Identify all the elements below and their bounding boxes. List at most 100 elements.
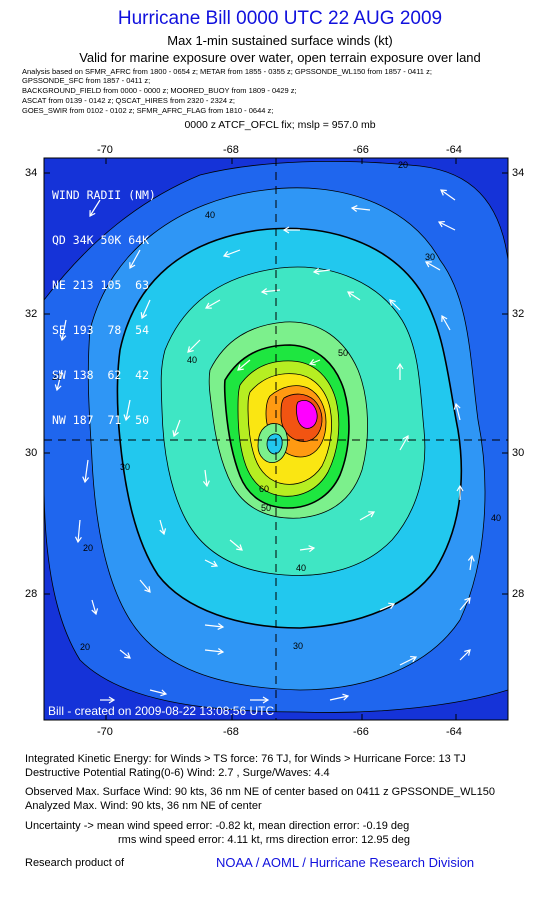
radii-cell: NE [52,278,66,292]
wind-vector-arrow [125,399,131,421]
wind-vector-arrow [204,649,224,653]
lat-tick-left: 28 [25,588,38,600]
wind-vector-arrowhead [347,291,354,298]
wind-vector-arrowhead [140,312,148,320]
lat-tick-right: 32 [512,308,525,320]
wind-vector-arrowhead [440,189,447,196]
wind-vector-arrow [119,649,131,659]
contour-label: 20 [83,543,94,553]
radii-col-qd: QD [52,233,66,247]
wind-vector-arrow [173,419,181,437]
research-label: Research product of [25,857,125,869]
wind-vector-arrowhead [260,287,268,295]
wind-vector-arrow [204,469,208,487]
radii-cell: 50 [135,413,150,427]
radii-cell: 63 [135,278,150,292]
wind-vector-arrow [379,603,395,611]
hurricane-eye-core [266,433,283,455]
wind-vector-arrow [441,315,451,331]
wind-vector-arrow [347,291,361,301]
observed-max-wind: Observed Max. Surface Wind: 90 kts, 36 n… [25,786,495,798]
wind-vector-arrow [459,597,471,611]
contour-label: 40 [296,563,307,573]
analysis-sources-line: GOES_SWIR from 0102 - 0102 z; SFMR_AFRC_… [22,106,274,115]
wind-vector-arrow [91,599,97,615]
lon-tick-top: -68 [223,144,239,156]
wind-vector-arrow [351,207,371,211]
wind-vector-arrow [440,189,456,201]
wind-vector-arrowhead [312,267,320,275]
ike-line: Integrated Kinetic Energy: for Winds > T… [25,753,466,765]
wind-vector-arrowhead [217,647,225,655]
lon-tick-top: -64 [446,144,462,156]
wind-vector-arrow [389,299,401,311]
lat-tick-left: 32 [25,308,38,320]
wind-vector-arrowhead [388,602,396,610]
wind-vector-arrow [223,249,241,257]
lat-tick-right: 30 [512,447,525,459]
contour-label: 20 [398,160,409,170]
wind-vector-arrow [61,319,67,341]
wind-vector-arrowhead [342,693,350,701]
wind-vector-arrowhead [456,484,464,492]
wind-vector-arrowhead [82,476,90,484]
wind-radii-title: WIND RADII (NM) [52,188,156,202]
wind-vector-arrow [187,339,201,353]
wind-vector-arrow [399,435,409,451]
contour-label: 40 [205,210,216,220]
lat-tick-left: 34 [25,167,38,179]
wind-vector-arrow [129,249,141,269]
wind-vector-arrowhead [308,358,316,366]
lon-tick-top: -66 [353,144,369,156]
wind-vector-arrow [329,695,349,701]
radii-cell: 193 [72,323,94,337]
wind-vector-arrowhead [74,536,82,544]
contour-label: 30 [293,641,304,651]
uncertainty-line: Uncertainty -> mean wind speed error: -0… [25,820,410,832]
wind-vector-arrowhead [308,545,316,553]
wind-vector-arrowhead [59,334,67,342]
contour-label: 60 [259,484,270,494]
contour-label: 40 [187,355,198,365]
wind-vector-arrowhead [91,608,99,616]
map-subtitle: Max 1-min sustained surface winds (kt) [167,33,393,48]
wind-vector-arrowhead [222,251,230,258]
radii-cell: 138 [72,368,94,382]
wind-vector-arrow [313,269,331,273]
wind-vector-arrow [469,555,473,571]
radii-cell: 42 [135,368,150,382]
wind-vector-arrowhead [204,302,212,309]
wind-vector-arrowhead [464,597,471,604]
wind-vector-arrow [139,579,151,593]
wind-vector-arrow [399,656,417,666]
wind-vector-arrowhead [237,364,244,371]
radii-col-64k: 64K [128,233,150,247]
radii-cell: 71 [107,413,122,427]
lat-tick-right: 28 [512,588,525,600]
wind-vector-arrowhead [467,554,475,562]
wind-vector-arrow [309,359,321,365]
analysis-sources-line: GPSSONDE_SFC from 1857 - 0411 z; [22,76,151,85]
radii-cell: 62 [107,368,122,382]
wind-vector-arrow [438,221,456,231]
rms-error-line: rms wind speed error: 4.11 kt, rms direc… [118,834,411,846]
wind-vector-layer [54,189,475,704]
wind-vector-arrow [204,624,224,628]
radii-col-50k: 50K [100,233,122,247]
contour-label: 20 [80,642,91,652]
contour-label: 50 [261,503,272,513]
wind-vector-arrowhead [464,649,471,656]
wind-vector-arrowhead [396,362,404,370]
wind-vector-arrowhead [187,346,194,353]
wind-vector-arrow [455,403,461,421]
noaa-credit-link[interactable]: NOAA / AOML / Hurricane Research Divisio… [216,855,475,870]
analysis-sources-line: ASCAT from 0139 - 0142 z; QSCAT_HIRES fr… [22,96,236,105]
wind-vector-arrow [77,519,81,543]
analysis-sources-line: BACKGROUND_FIELD from 0000 - 0000 z; MOO… [22,86,297,95]
validity-note: Valid for marine exposure over water, op… [79,50,481,65]
wind-vector-arrow [459,649,471,661]
wind-vector-arrowhead [441,314,448,322]
wind-vector-arrow [89,199,101,217]
axis-tick-marks [44,158,508,720]
